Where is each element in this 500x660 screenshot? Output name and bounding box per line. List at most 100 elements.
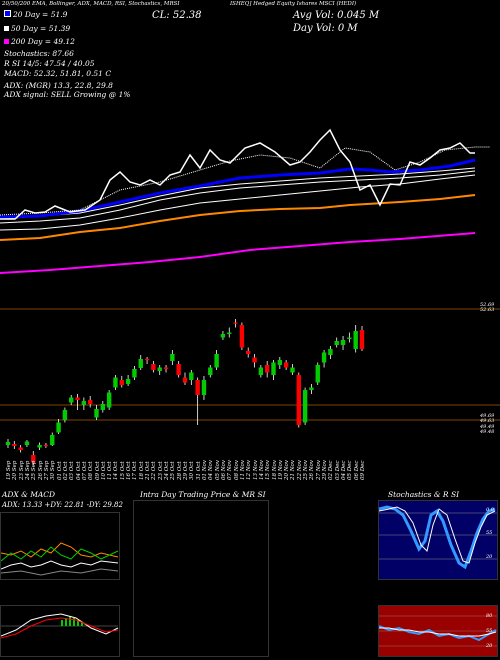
candle: [56, 419, 61, 434]
candle-body: [208, 367, 213, 375]
candle-body: [264, 365, 270, 373]
candle-body: [170, 354, 175, 361]
ema-chart: [0, 128, 490, 274]
mrsi-tick-3: 20: [486, 643, 493, 649]
candle: [347, 332, 352, 343]
candle: [24, 440, 30, 447]
candle: [359, 326, 365, 351]
candle: [176, 361, 181, 378]
candle-body: [176, 364, 181, 375]
candle-body: [50, 435, 55, 445]
candle-body: [246, 351, 251, 354]
candle: [328, 346, 333, 359]
candle-body: [321, 352, 327, 363]
candle-body: [252, 357, 257, 363]
candle: [246, 347, 251, 358]
candle: [214, 350, 219, 370]
day-volume-label: Day Vol: 0 M: [293, 23, 358, 34]
candle: [138, 355, 143, 370]
date-tick-label: 09 Dec: [360, 460, 366, 481]
date-tick-label: 22 Nov: [296, 460, 303, 480]
candle: [315, 362, 320, 385]
candle: [113, 375, 118, 390]
candle-body: [258, 367, 264, 375]
rsi-readout: R SI 14/5: 47.54 / 40.05: [4, 59, 95, 68]
date-tick-label: 10 Oct: [100, 461, 107, 480]
stochastics-readout: Stochastics: 87.66: [4, 49, 74, 58]
date-tick-label: 12 Nov: [246, 460, 253, 480]
candle: [37, 442, 42, 450]
candle: [87, 396, 93, 408]
candle-body: [119, 380, 124, 385]
stochastics-panel: [378, 500, 498, 580]
average-volume-label: Avg Vol: 0.045 M: [293, 10, 380, 21]
indicator-list-label: 20/50/200 EMA, Bollinger, ADX, MACD, RSI…: [2, 1, 180, 7]
candle: [277, 357, 283, 369]
date-tick-label: 15 Oct: [119, 461, 126, 480]
candle-body: [271, 362, 276, 375]
candle-body: [195, 380, 200, 395]
candle-body: [43, 445, 49, 447]
candle-body: [125, 379, 131, 384]
candle: [189, 370, 194, 385]
date-tick-label: 01 Oct: [56, 461, 63, 480]
date-tick-label: 08 Oct: [88, 461, 95, 480]
candle-body: [214, 354, 219, 368]
candle: [170, 350, 175, 365]
date-tick-label: 05 Dec: [347, 460, 354, 481]
candle: [50, 432, 55, 446]
date-tick-label: 09 Oct: [94, 461, 101, 480]
candle: [309, 384, 314, 394]
date-tick-label: 13 Nov: [252, 460, 259, 480]
candle-body: [144, 359, 150, 361]
candle-body: [328, 349, 333, 355]
ema20-swatch: [4, 10, 11, 17]
ema50-legend: 50 Day = 51.39: [4, 24, 70, 33]
ema20-line: [0, 158, 476, 219]
candle: [43, 443, 49, 448]
candle-body: [75, 397, 80, 400]
candle-body: [113, 377, 118, 388]
candle-body: [24, 441, 30, 445]
date-tick-label: 15 Nov: [265, 460, 272, 480]
candle: [252, 354, 257, 368]
candle-body: [157, 367, 162, 371]
candle-body: [340, 340, 346, 345]
candle-body: [347, 337, 352, 339]
macd-histogram: [61, 616, 83, 626]
candle: [182, 372, 188, 385]
candle-body: [315, 365, 320, 383]
macd-readout: MACD: 52.32, 51.81, 0.51 C: [4, 69, 112, 78]
date-tick-label: 23 Sep: [18, 460, 25, 480]
candle: [283, 360, 289, 370]
date-tick-label: 23 Oct: [157, 461, 164, 480]
candle: [18, 445, 23, 453]
date-tick-label: 25 Oct: [170, 461, 177, 480]
candle-body: [106, 392, 112, 408]
date-tick-label: 26 Sep: [37, 460, 44, 480]
candle: [151, 361, 156, 373]
candle: [233, 319, 238, 328]
candle-body: [62, 410, 68, 420]
ema20-legend-text: 20 Day = 51.9: [13, 10, 68, 19]
macd-panel: [0, 605, 120, 657]
candle-body: [100, 404, 106, 410]
mrsi-tick-1: 80: [486, 613, 493, 619]
candle-body: [233, 322, 238, 324]
candle-axis-bottom-label-2: 49.63: [480, 418, 495, 424]
date-tick-label: 26 Nov: [309, 460, 316, 480]
date-tick-label: 20 Sep: [12, 460, 19, 480]
ema200-swatch: [4, 39, 9, 44]
candle-body: [37, 445, 42, 448]
candle: [106, 390, 112, 410]
candle: [264, 361, 270, 378]
ema20-legend: 20 Day = 51.9: [4, 10, 67, 19]
candle-body: [94, 409, 99, 418]
candle: [157, 365, 162, 375]
chart-title: ISHEQ] Hedged Equity Ishares MSCI (HEDI): [230, 1, 357, 7]
macd-lines: [1, 613, 119, 639]
date-tick-label: 05 Nov: [214, 460, 221, 480]
ema50-swatch: [4, 26, 9, 31]
candle: [302, 387, 308, 425]
date-tick-label: 03 Oct: [69, 461, 76, 480]
